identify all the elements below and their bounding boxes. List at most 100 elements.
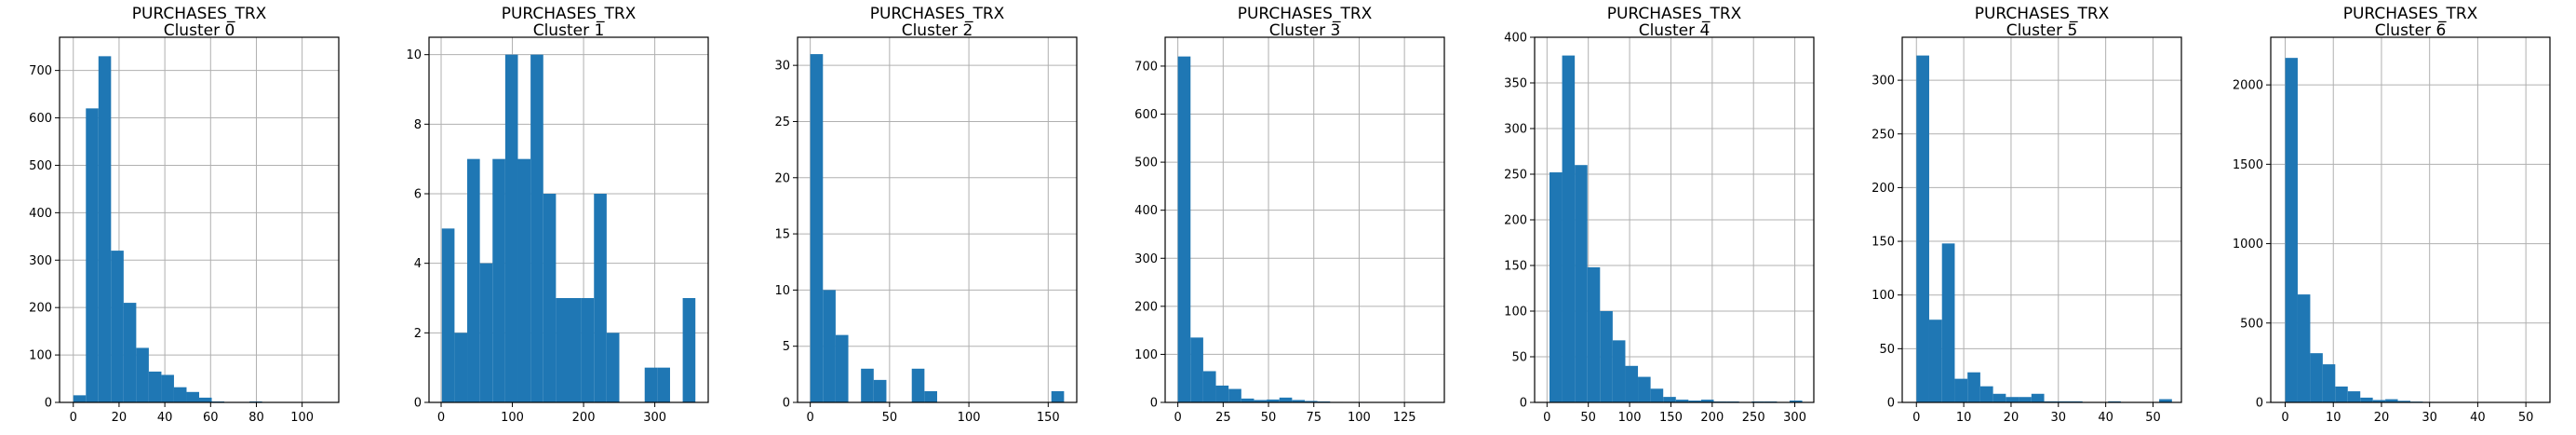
histogram-bar	[2360, 397, 2373, 402]
y-tick-label: 700	[29, 64, 52, 78]
y-tick-label: 5	[783, 340, 790, 354]
histogram-bar	[1241, 398, 1254, 402]
histogram-bar	[682, 298, 696, 402]
x-tick-label: 0	[1174, 411, 1181, 425]
histogram-bar	[2385, 399, 2398, 402]
x-tick-label: 0	[1543, 411, 1550, 425]
axes-frame	[1901, 36, 2182, 403]
x-tick-label: 40	[2098, 411, 2113, 425]
histogram-bar	[86, 108, 99, 402]
x-tick-label: 40	[157, 411, 173, 425]
y-tick-label: 250	[1872, 128, 1895, 142]
histogram-bar	[1549, 172, 1563, 402]
y-tick-label: 600	[1134, 108, 1158, 122]
y-tick-label: 100	[29, 349, 52, 363]
x-tick-label: 100	[1348, 411, 1371, 425]
histogram-bar	[835, 334, 849, 402]
y-tick-label: 30	[774, 60, 790, 74]
histogram-bar	[581, 298, 595, 402]
x-tick-label: 30	[2422, 411, 2437, 425]
y-tick-label: 200	[1504, 214, 1527, 228]
y-tick-label: 1000	[2233, 238, 2263, 251]
y-tick-label: 600	[29, 112, 52, 126]
histogram-bar	[2372, 400, 2386, 402]
histogram-bar	[1190, 337, 1203, 402]
histogram-bar	[861, 368, 874, 402]
histogram-bar	[1979, 386, 1993, 402]
y-tick-label: 0	[2256, 397, 2263, 411]
y-tick-label: 500	[2240, 317, 2263, 331]
x-tick-label: 25	[1215, 411, 1231, 425]
histogram-bar	[1202, 371, 1216, 402]
histogram-bar	[606, 333, 620, 402]
y-tick-label: 10	[774, 284, 790, 298]
histogram-bar	[1625, 365, 1639, 402]
histogram-bar	[161, 374, 174, 402]
histogram-bar	[1928, 319, 1942, 402]
y-tick-label: 150	[1504, 260, 1527, 274]
x-tick-label: 100	[1618, 411, 1642, 425]
histogram-bar	[1292, 400, 1305, 402]
histogram-bar	[1177, 56, 1191, 402]
histogram-bar	[1992, 393, 2006, 402]
histogram-bar	[1305, 401, 1318, 402]
histogram-bar	[1688, 401, 1701, 402]
histogram-panel-cluster-3: PURCHASES_TRX Cluster 3 0 25 50 75 100 125 0 100 2…	[1134, 5, 1445, 425]
histogram-bar	[1638, 376, 1651, 402]
histogram-bar	[657, 367, 670, 402]
histogram-bar	[492, 158, 505, 402]
x-tick-label: 80	[248, 411, 264, 425]
histogram-bar	[2397, 401, 2410, 402]
y-tick-label: 4	[414, 257, 422, 271]
axes-frame	[797, 36, 1078, 403]
histogram-bar	[73, 395, 87, 402]
histogram-bar	[504, 54, 518, 403]
x-tick-label: 0	[1912, 411, 1920, 425]
histogram-bar	[823, 290, 836, 402]
histogram-bar	[2347, 391, 2361, 402]
x-tick-label: 50	[882, 411, 898, 425]
histogram-bar	[1228, 388, 1241, 402]
histogram-bar	[1575, 165, 1588, 402]
x-tick-label: 20	[2004, 411, 2019, 425]
histogram-bar	[173, 387, 187, 402]
histogram-bar	[1789, 401, 1803, 402]
x-tick-label: 50	[2518, 411, 2534, 425]
histogram-bar	[873, 379, 887, 402]
histogram-panel-cluster-5: PURCHASES_TRX Cluster 5 0 10 20 30 40 50 0 50 100 1…	[1872, 5, 2182, 425]
histogram-bar	[123, 303, 137, 402]
x-tick-label: 100	[958, 411, 981, 425]
x-tick-label: 300	[643, 411, 666, 425]
histogram-bar	[2322, 364, 2336, 402]
histogram-bar	[479, 263, 493, 402]
histogram-bar	[2285, 58, 2298, 402]
y-tick-label: 100	[1134, 348, 1158, 362]
axes-frame	[59, 36, 340, 403]
histogram-bar	[1916, 55, 1929, 402]
y-tick-label: 2	[414, 327, 422, 341]
y-tick-label: 8	[414, 118, 422, 132]
x-tick-label: 150	[1037, 411, 1060, 425]
y-tick-label: 0	[783, 397, 790, 411]
histogram-panel-cluster-4: PURCHASES_TRX Cluster 4 0 50 100 150 200 250 300…	[1504, 5, 1815, 425]
y-tick-label: 400	[29, 207, 52, 221]
chart-title: PURCHASES_TRX Cluster 6	[2343, 5, 2478, 40]
y-tick-label: 50	[1511, 351, 1527, 365]
x-tick-label: 150	[1659, 411, 1683, 425]
histogram-bar	[1254, 400, 1268, 402]
x-tick-label: 300	[1783, 411, 1806, 425]
histogram-bar	[186, 391, 199, 402]
histogram-bar	[1600, 311, 1613, 402]
histogram-bar	[2335, 386, 2348, 402]
y-tick-label: 400	[1504, 32, 1527, 46]
y-tick-label: 500	[1134, 156, 1158, 170]
histogram-bar	[911, 368, 925, 402]
histogram-bar	[1279, 397, 1293, 402]
y-tick-label: 350	[1504, 77, 1527, 91]
axes-frame	[2270, 36, 2551, 403]
x-tick-label: 75	[1306, 411, 1322, 425]
y-tick-label: 15	[774, 228, 790, 242]
y-tick-label: 0	[414, 397, 422, 411]
y-tick-label: 250	[1504, 169, 1527, 183]
